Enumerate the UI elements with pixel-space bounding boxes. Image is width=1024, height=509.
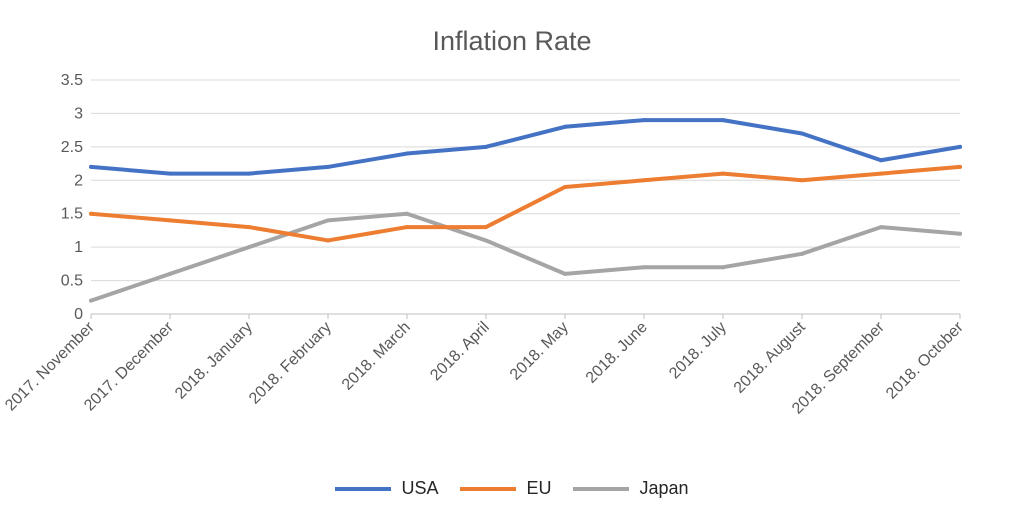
data-point-eu [89,211,93,216]
y-tick-label: 3 [74,105,83,122]
data-point-japan [326,218,330,223]
data-point-japan [642,265,646,270]
y-tick-label: 2 [74,172,83,189]
x-tick-label: 2018. August [731,318,809,396]
data-point-eu [800,178,804,183]
legend: USA EU Japan [0,478,1024,499]
data-point-japan [721,265,725,270]
legend-item-eu[interactable]: EU [460,478,551,499]
x-tick-label: 2018. March [339,319,414,394]
legend-item-japan[interactable]: Japan [573,478,689,499]
legend-label-eu: EU [526,478,552,498]
data-point-eu [563,184,567,189]
y-tick-label: 3.5 [61,72,83,89]
data-point-eu [958,164,962,169]
legend-label-usa: USA [401,478,439,498]
data-point-eu [247,225,251,230]
legend-swatch-eu [460,486,517,491]
data-point-usa [800,131,804,136]
data-point-eu [879,171,883,176]
data-point-usa [563,124,567,129]
data-point-eu [721,171,725,176]
legend-swatch-japan [573,486,630,491]
gridlines [90,79,961,319]
data-point-japan [958,231,962,236]
x-tick-label: 2018. May [507,319,572,384]
data-point-usa [89,164,93,169]
chart-title: Inflation Rate [432,26,592,56]
data-point-usa [484,144,488,149]
data-point-usa [168,171,172,176]
data-point-eu [405,225,409,230]
series-lines [89,118,962,303]
series-line-japan[interactable] [89,211,962,303]
legend-label-japan: Japan [639,478,689,498]
data-point-usa [405,151,409,156]
x-tick-label: 2018. April [427,319,492,384]
data-point-japan [879,225,883,230]
data-point-usa [247,171,251,176]
data-point-eu [484,225,488,230]
y-tick-label: 1.5 [61,206,83,223]
data-point-eu [326,238,330,243]
data-point-japan [89,298,93,303]
x-tick-label: 2018. October [883,318,967,402]
series-line-usa[interactable] [89,118,962,176]
y-tick-label: 0 [74,306,83,323]
data-point-usa [721,118,725,123]
legend-swatch-usa [335,486,392,491]
x-tick-label: 2018. July [666,319,730,383]
data-point-japan [800,251,804,256]
data-point-japan [405,211,409,216]
y-axis-ticks: 0 0.5 1 1.5 2 2.5 3 3.5 [61,72,83,323]
series-line-eu[interactable] [89,164,962,243]
data-point-japan [563,271,567,276]
data-point-usa [642,118,646,123]
data-point-japan [484,238,488,243]
data-point-eu [168,218,172,223]
data-point-eu [642,178,646,183]
data-point-usa [326,164,330,169]
x-tick-label: 2018. February [246,319,335,408]
data-point-usa [958,144,962,149]
y-tick-label: 1 [74,239,83,256]
legend-item-usa[interactable]: USA [335,478,438,499]
data-point-usa [879,158,883,163]
y-tick-label: 2.5 [61,139,83,156]
x-tick-label: 2018. January [172,319,256,403]
y-tick-label: 0.5 [61,273,83,290]
data-point-japan [247,245,251,250]
x-tick-label: 2018. June [583,319,651,387]
data-point-japan [168,271,172,276]
